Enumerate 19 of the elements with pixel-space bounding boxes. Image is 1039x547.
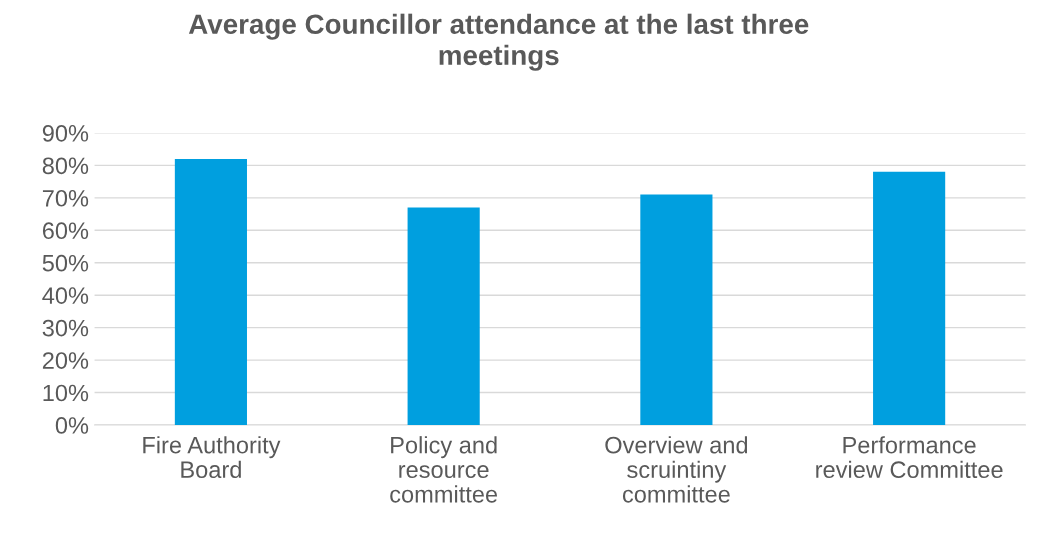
y-tick-label: 40% — [42, 287, 89, 304]
x-tick-label: Fire Authority Board — [143, 436, 281, 479]
chart-title: Average Councillor attendance at the last three meetings — [188, 13, 809, 71]
bar — [640, 194, 713, 426]
bar — [174, 158, 247, 426]
x-tick-label: Overview and scruintiny committee — [605, 436, 748, 503]
y-tick-label: 20% — [42, 352, 89, 369]
y-tick-label: 30% — [42, 319, 89, 337]
bar — [407, 207, 480, 426]
y-tick-label: 50% — [42, 254, 89, 272]
x-tick-label: Performance review Committee — [816, 436, 1003, 479]
y-tick-label: 60% — [42, 222, 89, 240]
y-tick-label: 80% — [42, 157, 89, 175]
x-tick-label: Policy and resource committee — [390, 436, 498, 503]
y-tick-label: 0% — [55, 417, 89, 434]
y-tick-label: 90% — [42, 124, 89, 142]
y-tick-label: 70% — [42, 189, 89, 207]
bar — [873, 171, 946, 426]
y-tick-label: 10% — [43, 384, 89, 402]
